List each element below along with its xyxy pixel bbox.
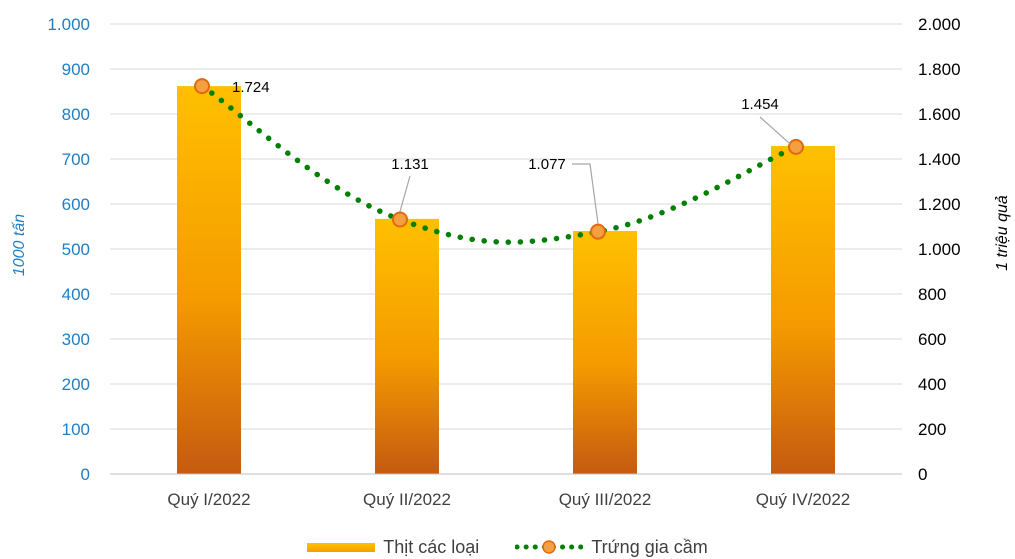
x-tick-label: Quý II/2022 bbox=[363, 490, 451, 509]
y-right-tick-label: 1.000 bbox=[918, 240, 961, 259]
line-marker bbox=[194, 78, 210, 95]
legend-line-swatch bbox=[515, 540, 584, 554]
bar bbox=[375, 218, 439, 474]
y-right-tick-label: 2.000 bbox=[918, 15, 961, 34]
y-left-tick-label: 1.000 bbox=[47, 15, 90, 34]
y-left-tick-label: 0 bbox=[81, 465, 90, 484]
right-axis-title: 1 triệu quả bbox=[994, 195, 1011, 271]
y-left-tick-label: 600 bbox=[62, 195, 90, 214]
bar-series bbox=[177, 86, 835, 474]
y-right-tick-label: 800 bbox=[918, 285, 946, 304]
data-label-leader bbox=[572, 163, 599, 224]
data-labels: 1.724 1.131 1.077 1.454 bbox=[232, 79, 791, 224]
y-left-tick-label: 300 bbox=[62, 330, 90, 349]
bar bbox=[177, 86, 241, 474]
data-label: 1.131 bbox=[391, 156, 429, 173]
legend-item-bar: Thịt các loại bbox=[307, 537, 479, 558]
data-label-leader bbox=[759, 116, 791, 145]
chart: 1.724 1.131 1.077 1.454 0 0 100 200 200 400 300 60… bbox=[11, 15, 1011, 509]
data-label: 1.454 bbox=[741, 96, 779, 113]
line-marker bbox=[392, 211, 408, 228]
y-left-tick-label: 700 bbox=[62, 150, 90, 169]
y-right-tick-label: 1.600 bbox=[918, 105, 961, 124]
y-right-tick-label: 600 bbox=[918, 330, 946, 349]
bar bbox=[771, 145, 835, 474]
legend-label-bar: Thịt các loại bbox=[383, 536, 480, 557]
line-marker bbox=[788, 138, 804, 155]
y-right-tick-label: 0 bbox=[918, 465, 927, 484]
y-right-tick-label: 200 bbox=[918, 420, 946, 439]
y-left-tick-label: 900 bbox=[62, 60, 90, 79]
y-right-tick-label: 1.200 bbox=[918, 195, 961, 214]
x-tick-label: Quý III/2022 bbox=[559, 490, 652, 509]
y-right-tick-label: 1.800 bbox=[918, 60, 961, 79]
y-left-tick-label: 200 bbox=[62, 375, 90, 394]
gridlines bbox=[110, 23, 902, 430]
axes: 0 0 100 200 200 400 300 600 400 800 500 1.000 600 1.2… bbox=[47, 15, 960, 509]
line-series bbox=[194, 78, 804, 245]
data-label: 1.724 bbox=[232, 79, 270, 96]
data-label: 1.077 bbox=[528, 156, 566, 173]
x-tick-label: Quý IV/2022 bbox=[756, 490, 851, 509]
y-right-tick-label: 400 bbox=[918, 375, 946, 394]
line-series-path bbox=[199, 83, 799, 245]
x-tick-label: Quý I/2022 bbox=[167, 490, 250, 509]
y-right-tick-label: 1.400 bbox=[918, 150, 961, 169]
legend: Thịt các loại Trứng gia cầm bbox=[0, 536, 1015, 558]
legend-bar-swatch bbox=[307, 542, 376, 552]
y-left-tick-label: 100 bbox=[62, 420, 90, 439]
left-axis-title: 1000 tấn bbox=[11, 214, 28, 276]
legend-label-line: Trứng gia cầm bbox=[591, 536, 708, 557]
bar bbox=[573, 231, 637, 474]
y-left-tick-label: 400 bbox=[62, 285, 90, 304]
y-left-tick-label: 800 bbox=[62, 105, 90, 124]
line-marker bbox=[590, 223, 606, 240]
legend-item-line: Trứng gia cầm bbox=[515, 536, 708, 558]
data-label-leader bbox=[399, 175, 411, 212]
y-left-tick-label: 500 bbox=[62, 240, 90, 259]
